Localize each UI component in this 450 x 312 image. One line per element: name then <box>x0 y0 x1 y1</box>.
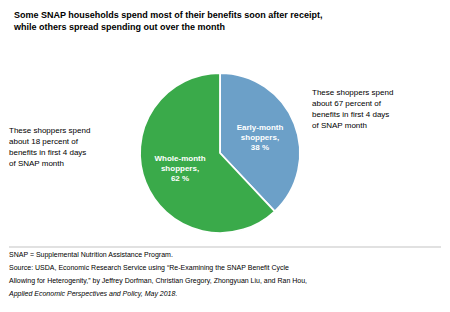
svg-text:62 %: 62 % <box>171 174 189 183</box>
svg-text:of SNAP month: of SNAP month <box>312 121 367 130</box>
svg-text:Whole-month: Whole-month <box>154 154 205 163</box>
svg-text:about 18 percent of: about 18 percent of <box>9 137 79 146</box>
svg-text:shoppers,: shoppers, <box>161 164 199 173</box>
svg-text:benefits in first 4 days: benefits in first 4 days <box>9 148 86 157</box>
svg-text:Some SNAP households spend mos: Some SNAP households spend most of their… <box>14 10 322 20</box>
svg-text:Early-month: Early-month <box>237 123 284 132</box>
svg-text:Applied Economic Perspectives: Applied Economic Perspectives and Policy… <box>8 290 177 298</box>
svg-text:SNAP = Supplemental Nutrition: SNAP = Supplemental Nutrition Assistance… <box>9 251 173 259</box>
svg-text:Allowing for Heterogenity,” by: Allowing for Heterogenity,” by Jeffrey D… <box>9 277 307 285</box>
svg-text:These shoppers spend: These shoppers spend <box>9 126 90 135</box>
svg-text:of SNAP month: of SNAP month <box>9 159 64 168</box>
svg-text:while others spread spending o: while others spread spending out over th… <box>13 22 225 32</box>
svg-text:shoppers,: shoppers, <box>241 133 279 142</box>
svg-text:These shoppers spend: These shoppers spend <box>312 88 393 97</box>
svg-text:about 67 percent of: about 67 percent of <box>312 99 382 108</box>
svg-text:benefits in first 4 days: benefits in first 4 days <box>312 110 389 119</box>
svg-text:38 %: 38 % <box>251 143 269 152</box>
svg-text:Source: USDA, Economic Researc: Source: USDA, Economic Research Service … <box>9 264 289 272</box>
